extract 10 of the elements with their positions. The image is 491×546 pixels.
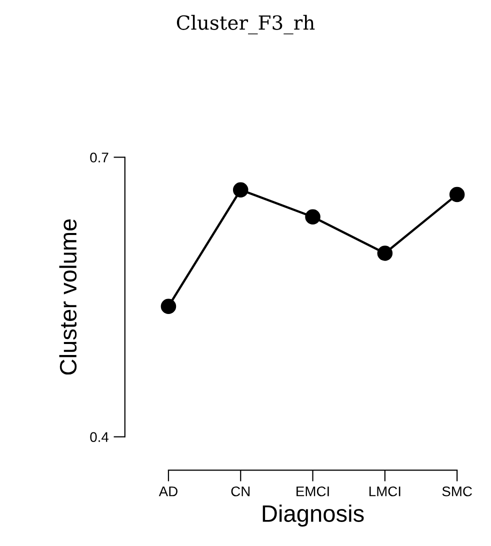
x-tick-label: AD	[158, 486, 178, 496]
x-axis-title: Diagnosis	[262, 504, 364, 527]
x-tick-label: CN	[231, 486, 250, 496]
x-tick-label: LMCI	[369, 486, 400, 496]
y-axis-title: Cluster volume	[59, 219, 77, 375]
y-tick-label: 0.7	[90, 152, 108, 162]
x-tick-label: SMC	[442, 486, 472, 496]
x-tick-label: EMCI	[296, 486, 329, 496]
y-tick-label: 0.4	[90, 432, 109, 442]
chart-title: Cluster_F3_rh	[176, 14, 315, 34]
